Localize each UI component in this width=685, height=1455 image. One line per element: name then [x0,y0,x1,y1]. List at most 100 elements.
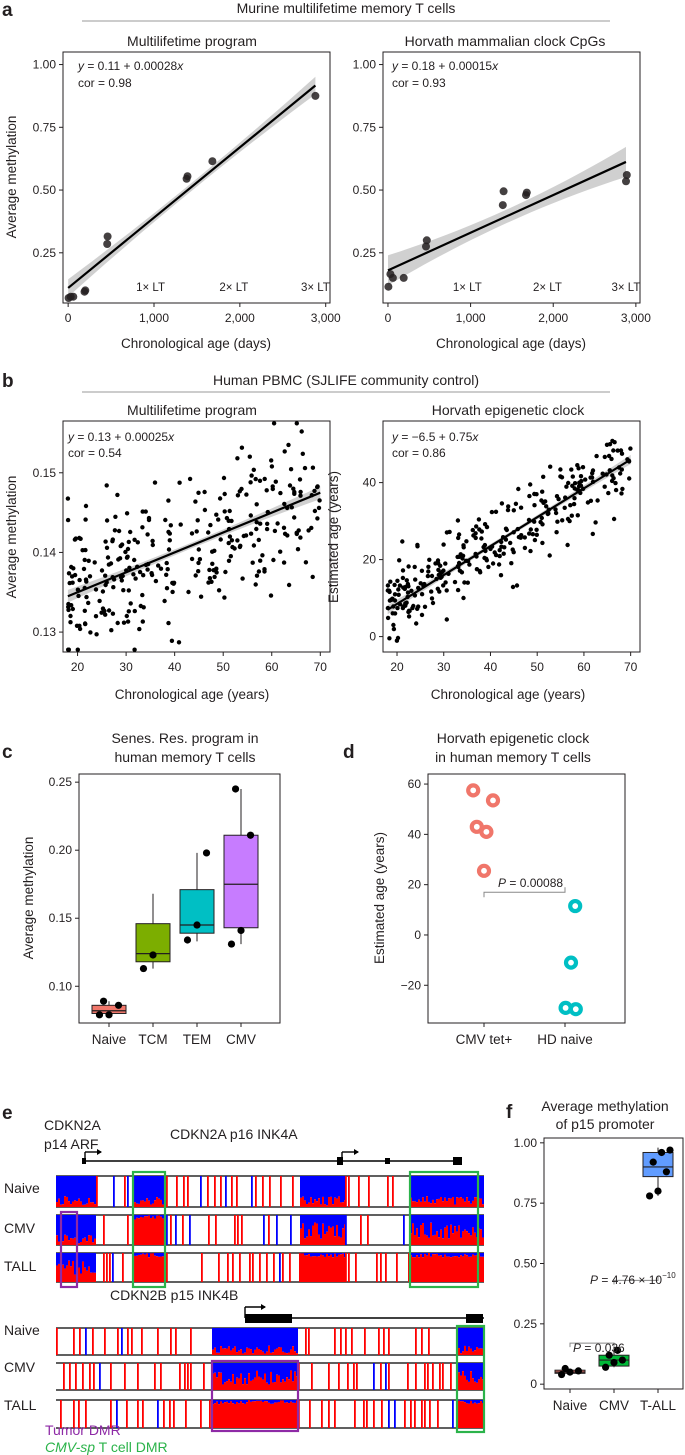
e-methylated-bar [150,1204,152,1207]
a2-ytick-label: 0.25 [353,246,377,260]
e-unmethylated-bar [250,1363,252,1381]
b2-point [590,531,595,537]
e-methylated-bar [260,1350,262,1355]
e-methylated-bar [252,1353,254,1355]
e-unmethylated-bar [320,1176,322,1205]
e-methylated-bar [474,1350,476,1355]
e-methylated-bar [363,1400,365,1428]
e-methylated-bar [470,1256,472,1282]
e-methylated-bar [308,1229,310,1245]
e-unmethylated-bar [482,1215,484,1238]
e-methylated-bar [254,1377,256,1390]
e-unmethylated-bar [422,1176,424,1198]
b1-point [240,576,245,581]
b1-point [268,593,274,598]
e-unmethylated-bar [480,1176,482,1199]
e-methylated-bar [332,1204,334,1207]
b2-point [620,486,625,492]
e-methylated-bar [148,1200,150,1207]
e-unmethylated-bar [332,1176,334,1205]
e-unmethylated-bar [88,1215,90,1236]
b1-point [127,565,132,570]
d-ytick-label: 40 [408,827,422,841]
b2-point [471,533,476,538]
e-unmethylated-bar [466,1253,468,1256]
b1-point [115,620,120,626]
b1-point [249,473,254,478]
b2-point [397,558,402,563]
e-gene1-line2: p14 ARF [44,1136,98,1152]
b2-point [583,477,588,482]
e-unmethylated-bar [150,1176,152,1205]
e-unmethylated-bar [304,1176,306,1201]
e-methylated-bar [482,1256,484,1282]
b1-point [176,640,182,645]
d-title-line2: in human memory T cells [435,749,591,765]
b1-point [216,517,221,522]
e-methylated-bar [387,1176,389,1207]
e-unmethylated-bar [260,1328,262,1351]
f-pvalue-2: P = 4.76 × 10−10 [590,1271,676,1287]
b2-point [511,508,516,513]
e-unmethylated-bar [288,1328,290,1353]
e-unmethylated-bar [218,1363,220,1373]
e-methylated-bar [416,1228,418,1245]
e-track2-label-cmv: CMV [4,1359,36,1375]
b1-point [248,531,254,536]
e-methylated-bar [214,1176,216,1207]
e-methylated-bar [214,1372,216,1390]
e-unmethylated-bar [156,1215,158,1216]
e-unmethylated-bar [246,1328,248,1348]
e-methylated-bar [306,1255,308,1282]
c-point [114,1001,123,1009]
b2-point [456,532,462,537]
e-methylated-bar [474,1402,476,1428]
e-unmethylated-bar [72,1215,74,1239]
e-unmethylated-bar [470,1215,472,1236]
a2-point [622,177,630,186]
e-methylated-bar [468,1256,470,1282]
e-unmethylated-bar [476,1328,478,1348]
e-unmethylated-bar [430,1215,432,1223]
e-methylated-bar [170,1215,172,1245]
b2-point [527,531,532,536]
b2-point [528,527,533,532]
e-methylated-bar [418,1257,420,1282]
b1-point [163,517,168,523]
b2-point [493,509,499,514]
e-methylated-bar [246,1347,248,1355]
e-methylated-bar [478,1348,480,1355]
e-unmethylated-bar [212,1328,214,1350]
b1-point [295,547,301,552]
b1-point [281,560,287,565]
c-point [183,936,192,944]
e-methylated-bar [256,1347,258,1355]
e-unmethylated-bar [66,1176,68,1197]
e-unmethylated-bar [276,1328,278,1349]
e-methylated-bar [82,1204,84,1207]
e-methylated-bar [264,1353,266,1355]
e-methylated-bar [348,1176,350,1207]
b2-point [461,545,466,550]
e-unmethylated-bar [448,1176,450,1199]
b1-point [216,588,222,593]
e-methylated-bar [248,1348,250,1355]
e-unmethylated-bar [64,1253,66,1269]
c-ylabel: Average methylation [21,837,36,960]
e-methylated-bar [342,1253,344,1282]
e-methylated-bar [314,1256,316,1282]
b2-point [441,542,446,547]
e-unmethylated-bar [308,1215,310,1230]
e-methylated-bar [336,1198,338,1207]
b1-point [218,537,223,542]
e-gene2-model [244,1304,484,1323]
e-methylated-bar [438,1237,440,1245]
e-methylated-bar [480,1229,482,1245]
b2-point [387,636,392,641]
b2-point [590,468,596,473]
e-methylated-bar [436,1199,438,1207]
e-unmethylated-bar [136,1176,138,1204]
b2-ytick-label: 0 [369,630,376,644]
a1-ytick-label: 0.50 [33,183,57,197]
e-methylated-bar [351,1328,353,1355]
